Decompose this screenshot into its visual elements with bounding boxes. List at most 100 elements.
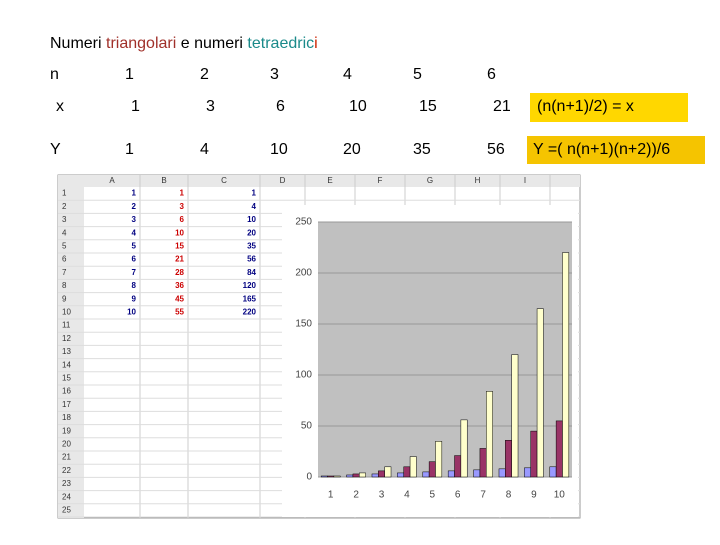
table-cell: 35 — [413, 141, 431, 158]
row-number: 25 — [62, 506, 71, 515]
cell: 45 — [175, 294, 184, 303]
bar — [486, 391, 493, 478]
title-part: triangolari — [106, 35, 176, 52]
cell: 6 — [180, 215, 185, 224]
cell: 220 — [243, 308, 257, 317]
bar — [447, 470, 455, 478]
cell: 165 — [243, 294, 257, 303]
x-tick-label: 8 — [506, 490, 512, 501]
bar — [530, 430, 538, 478]
cell: 56 — [247, 255, 256, 264]
row-number: 24 — [62, 492, 71, 501]
row-number: 20 — [62, 440, 71, 449]
cell: 7 — [132, 268, 137, 277]
cell: 10 — [175, 228, 184, 237]
col-header: C — [221, 176, 227, 185]
y-tick-label: 50 — [301, 421, 313, 432]
col-header: E — [327, 176, 332, 185]
row-number: 14 — [62, 360, 71, 369]
bar — [327, 475, 335, 478]
x-tick-label: 5 — [430, 490, 436, 501]
cell: 3 — [180, 202, 185, 211]
cell: 28 — [175, 268, 184, 277]
table-cell: x — [56, 98, 64, 115]
bar — [397, 472, 404, 478]
x-tick-label: 7 — [480, 490, 486, 501]
title: Numeri triangolari e numeri tetraedrici — [50, 35, 318, 52]
cell: 9 — [132, 294, 137, 303]
row-number: 15 — [62, 374, 71, 383]
col-header: D — [280, 176, 286, 185]
plot-area — [318, 222, 572, 477]
row-number: 21 — [62, 453, 71, 462]
bar — [498, 468, 506, 478]
bar — [384, 466, 392, 478]
cell: 20 — [247, 228, 256, 237]
row-number: 17 — [62, 400, 71, 409]
table-cell: 3 — [270, 66, 279, 83]
table-cell: 20 — [343, 141, 361, 158]
table-cell: 56 — [487, 141, 505, 158]
table-cell: 1 — [131, 98, 140, 115]
table-cell: Y — [50, 141, 61, 158]
cell: 6 — [132, 255, 137, 264]
row-number: 18 — [62, 413, 71, 422]
table-cell: 1 — [125, 141, 134, 158]
col-header: A — [109, 176, 115, 185]
cell: 1 — [252, 189, 257, 198]
table-cell: 1 — [125, 66, 134, 83]
table-cell: 10 — [349, 98, 367, 115]
y-tick-label: 100 — [295, 370, 312, 381]
col-header: B — [161, 176, 166, 185]
bar — [346, 474, 354, 478]
x-tick-label: 1 — [328, 490, 334, 501]
row-number: 9 — [62, 294, 67, 303]
col-header: I — [524, 176, 526, 185]
table-cell: 6 — [487, 66, 496, 83]
table-cell: 6 — [276, 98, 285, 115]
bar — [473, 469, 481, 478]
row-number: 5 — [62, 242, 67, 251]
title-part: Numeri — [50, 35, 106, 52]
title-part: e numeri — [176, 35, 247, 52]
bar — [422, 471, 430, 478]
formula: (n(n+1)/2) = x — [537, 98, 634, 115]
bar — [333, 475, 341, 478]
row-number: 16 — [62, 387, 71, 396]
bar — [428, 461, 436, 478]
table-cell: 15 — [419, 98, 437, 115]
row-number: 23 — [62, 479, 71, 488]
row-number: 22 — [62, 466, 71, 475]
cell: 35 — [247, 242, 256, 251]
formula: Y =( n(n+1)(n+2))/6 — [533, 141, 670, 158]
cell: 8 — [132, 281, 137, 290]
x-tick-label: 3 — [379, 490, 385, 501]
cell: 15 — [175, 242, 184, 251]
y-tick-label: 0 — [306, 472, 312, 483]
y-tick-label: 200 — [295, 268, 312, 279]
cell: 5 — [132, 242, 137, 251]
bar — [511, 354, 519, 478]
row-number: 3 — [62, 215, 67, 224]
formula-box — [530, 93, 688, 122]
col-header: H — [475, 176, 481, 185]
col-header: F — [378, 176, 383, 185]
bar — [359, 472, 366, 478]
x-tick-label: 2 — [353, 490, 359, 501]
row-number: 6 — [62, 255, 67, 264]
x-tick-label: 9 — [531, 490, 537, 501]
cell: 1 — [132, 189, 137, 198]
x-tick-label: 10 — [554, 490, 566, 501]
row-number: 10 — [62, 308, 71, 317]
row-number: 19 — [62, 426, 71, 435]
bar — [378, 470, 385, 478]
cell: 120 — [243, 281, 257, 290]
cell: 84 — [247, 268, 256, 277]
formula-box — [527, 136, 705, 164]
bar — [403, 466, 411, 478]
row-number: 4 — [62, 228, 67, 237]
bar — [524, 467, 531, 478]
bar — [371, 473, 379, 478]
y-tick-label: 150 — [295, 319, 312, 330]
